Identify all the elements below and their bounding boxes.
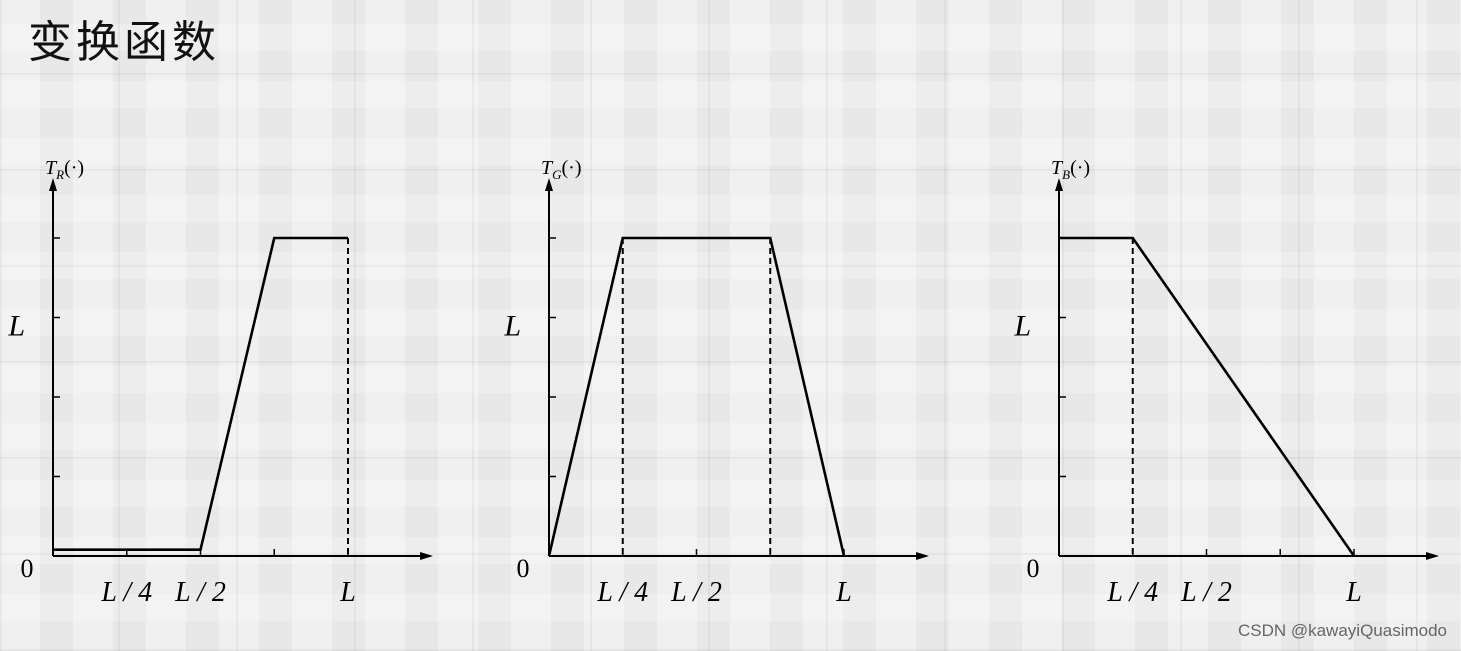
- chart-1-x-label-0: L / 4: [100, 577, 152, 608]
- chart-2-x-label-0: L / 4: [596, 577, 648, 608]
- chart-2-x-arrow-icon: [916, 552, 929, 560]
- chart-3-x-label-0: L / 4: [1106, 577, 1158, 608]
- chart-2-series-line-0: [547, 236, 846, 557]
- chart-3-y-arrow-icon: [1055, 178, 1063, 191]
- watermark: CSDN @kawayiQuasimodo: [1237, 621, 1447, 640]
- chart-1-y-label-0: L: [7, 310, 25, 343]
- chart-2: L / 4 L / 2 L L 0 TG(·): [503, 157, 929, 608]
- chart-2-y-arrow-icon: [545, 178, 553, 191]
- chart-2-x-label-1: L / 2: [670, 577, 722, 608]
- chart-1: L / 4 L / 2 L L 0 TR(·): [7, 157, 433, 608]
- chart-3-origin-label: 0: [1027, 554, 1040, 583]
- chart-3-x-label-1: L / 2: [1180, 577, 1232, 608]
- chart-1-x-label-2: L: [339, 577, 356, 608]
- chart-3-series-line-0: [1059, 236, 1356, 557]
- chart-1-series-line-0: [53, 236, 348, 551]
- chart-2-y-label-0: L: [503, 310, 521, 343]
- chart-2-x-label-2: L: [835, 577, 852, 608]
- chart-3: L / 4 L / 2 L L 0 TB(·): [1013, 157, 1439, 608]
- chart-3-x-arrow-icon: [1426, 552, 1439, 560]
- chart-1-origin-label: 0: [21, 554, 34, 583]
- chart-1-x-arrow-icon: [420, 552, 433, 560]
- chart-3-y-label-0: L: [1013, 310, 1031, 343]
- chart-3-y-axis-title: TB(·): [1051, 157, 1090, 182]
- chart-1-y-axis-title: TR(·): [45, 157, 84, 182]
- chart-1-x-label-1: L / 2: [174, 577, 226, 608]
- page-title: 变换函数: [28, 17, 220, 68]
- chart-2-origin-label: 0: [517, 554, 530, 583]
- chart-2-y-axis-title: TG(·): [541, 157, 582, 182]
- chart-3-x-label-2: L: [1345, 577, 1362, 608]
- chart-1-y-arrow-icon: [49, 178, 57, 191]
